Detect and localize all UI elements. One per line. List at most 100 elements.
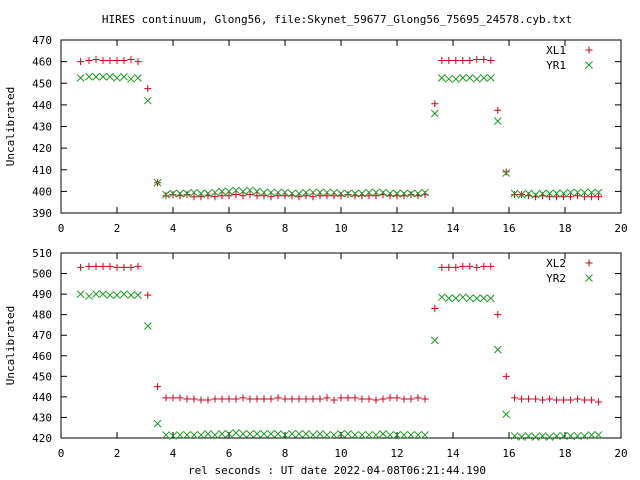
data-point <box>430 109 439 118</box>
data-point <box>246 191 254 199</box>
data-point <box>358 431 366 439</box>
legend-marker <box>585 259 593 267</box>
data-point <box>559 432 568 440</box>
data-point <box>430 336 439 345</box>
data-point <box>372 188 380 197</box>
data-point <box>176 189 184 198</box>
x-tick-label: 20 <box>614 447 627 460</box>
data-point <box>337 189 345 198</box>
data-point <box>239 187 247 196</box>
data-point <box>560 396 568 404</box>
data-point <box>559 189 568 198</box>
data-point <box>595 193 603 201</box>
x-tick-label: 8 <box>282 447 289 460</box>
data-point <box>580 432 589 440</box>
data-point <box>400 189 408 198</box>
data-point <box>169 432 177 440</box>
data-point <box>532 395 540 403</box>
data-point <box>594 431 603 439</box>
data-point <box>444 75 453 83</box>
data-point <box>253 187 261 196</box>
y-tick-label: 460 <box>32 350 52 363</box>
data-point <box>486 73 495 82</box>
data-point <box>465 73 474 82</box>
y-axis-label: Uncalibrated <box>4 87 17 166</box>
x-tick-label: 4 <box>170 447 177 460</box>
series-yr1 <box>76 72 603 199</box>
data-point <box>421 395 429 403</box>
y-tick-label: 400 <box>32 185 52 198</box>
y-axis-label: Uncalibrated <box>4 306 17 385</box>
data-point <box>351 189 359 198</box>
data-point <box>407 395 415 403</box>
data-point <box>458 73 467 82</box>
data-point <box>76 290 85 298</box>
data-point <box>386 394 394 402</box>
data-point <box>197 189 205 198</box>
data-point <box>232 191 240 199</box>
y-tick-label: 510 <box>32 247 52 260</box>
data-point <box>431 305 439 312</box>
data-point <box>511 394 519 402</box>
legend-marker <box>585 46 593 54</box>
data-point <box>372 396 380 404</box>
y-tick-label: 450 <box>32 77 52 90</box>
data-point <box>295 193 303 201</box>
data-point <box>351 431 359 439</box>
data-point <box>113 291 121 299</box>
data-point <box>176 431 184 439</box>
data-point <box>106 291 114 299</box>
data-point <box>295 189 303 198</box>
data-point <box>414 394 422 402</box>
plot-frame <box>60 252 622 439</box>
data-point <box>134 262 142 270</box>
data-point <box>162 192 170 200</box>
data-point <box>92 262 100 270</box>
data-point <box>344 430 352 438</box>
data-point <box>573 432 582 440</box>
data-point <box>552 432 561 440</box>
y-tick-label: 420 <box>32 432 52 445</box>
data-point <box>134 58 142 66</box>
data-point <box>267 188 275 197</box>
data-point <box>267 430 275 438</box>
data-point <box>358 395 366 403</box>
legend-label: XL2 <box>546 257 566 270</box>
data-point <box>190 188 198 197</box>
x-tick-label: 12 <box>390 447 403 460</box>
data-point <box>545 433 554 441</box>
data-point <box>437 73 446 82</box>
data-point <box>480 262 488 270</box>
data-point <box>502 372 510 380</box>
data-point <box>197 396 205 404</box>
data-point <box>538 432 547 440</box>
x-axis-label: rel seconds : UT date 2022-04-08T06:21:4… <box>188 464 486 477</box>
data-point <box>472 75 481 83</box>
data-point <box>487 262 495 270</box>
data-point <box>407 431 415 439</box>
data-point <box>127 75 135 83</box>
data-point <box>190 395 198 403</box>
data-point <box>323 431 331 439</box>
data-point <box>120 263 128 271</box>
data-point <box>225 430 233 438</box>
x-tick-label: 18 <box>558 447 571 460</box>
data-point <box>545 189 554 198</box>
x-tick-label: 10 <box>334 222 347 235</box>
legend-label: YR2 <box>546 272 566 285</box>
data-point <box>421 431 429 439</box>
data-point <box>538 189 547 198</box>
data-point <box>452 57 460 65</box>
data-point <box>183 189 191 198</box>
data-point <box>183 395 191 403</box>
data-point <box>580 188 589 197</box>
data-point <box>153 178 162 187</box>
data-point <box>494 106 502 114</box>
plot-frame <box>60 39 622 214</box>
data-point <box>162 431 170 439</box>
data-point <box>330 396 338 404</box>
data-point <box>531 433 540 441</box>
data-point <box>400 431 408 439</box>
data-point <box>473 263 481 271</box>
